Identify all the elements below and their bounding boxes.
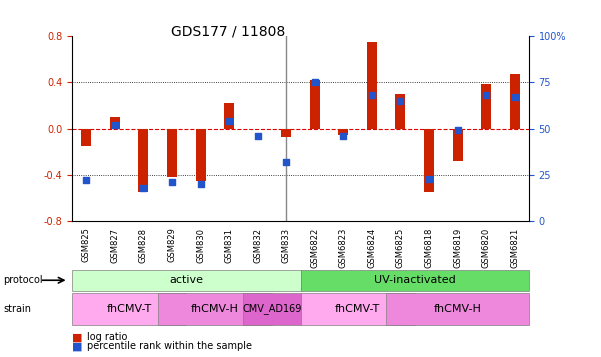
Bar <box>195 129 206 181</box>
Point <box>196 181 206 187</box>
Text: ■: ■ <box>72 332 82 342</box>
Bar <box>481 84 491 129</box>
Point <box>481 92 491 98</box>
Point <box>338 133 348 139</box>
Text: fhCMV-T: fhCMV-T <box>106 304 152 314</box>
Bar <box>167 129 177 177</box>
Text: log ratio: log ratio <box>87 332 127 342</box>
Point <box>310 79 320 85</box>
Text: fhCMV-H: fhCMV-H <box>191 304 239 314</box>
Point <box>453 127 462 133</box>
Point <box>510 94 519 100</box>
Bar <box>310 80 320 129</box>
Point <box>253 133 263 139</box>
Text: CMV_AD169: CMV_AD169 <box>242 303 302 314</box>
Text: GDS177 / 11808: GDS177 / 11808 <box>171 25 285 39</box>
Point <box>224 118 234 124</box>
Bar <box>367 41 377 129</box>
Point <box>424 176 434 181</box>
Bar <box>81 129 91 146</box>
Text: strain: strain <box>3 304 31 314</box>
Point <box>82 178 91 183</box>
Text: UV-inactivated: UV-inactivated <box>374 275 456 285</box>
Bar <box>138 129 148 192</box>
Bar <box>281 129 291 137</box>
Bar <box>338 129 349 135</box>
Bar <box>510 74 520 129</box>
Bar <box>395 94 406 129</box>
Point <box>367 92 377 98</box>
Text: active: active <box>169 275 203 285</box>
Bar <box>453 129 463 161</box>
Text: protocol: protocol <box>3 275 43 285</box>
Point <box>167 180 177 185</box>
Point <box>139 185 148 191</box>
Text: percentile rank within the sample: percentile rank within the sample <box>87 341 252 351</box>
Text: fhCMV-T: fhCMV-T <box>335 304 380 314</box>
Text: fhCMV-H: fhCMV-H <box>433 304 481 314</box>
Bar <box>224 103 234 129</box>
Bar <box>110 117 120 129</box>
Point <box>395 98 405 104</box>
Point <box>110 122 120 128</box>
Bar <box>424 129 434 192</box>
Text: ■: ■ <box>72 341 82 351</box>
Point <box>281 159 291 165</box>
